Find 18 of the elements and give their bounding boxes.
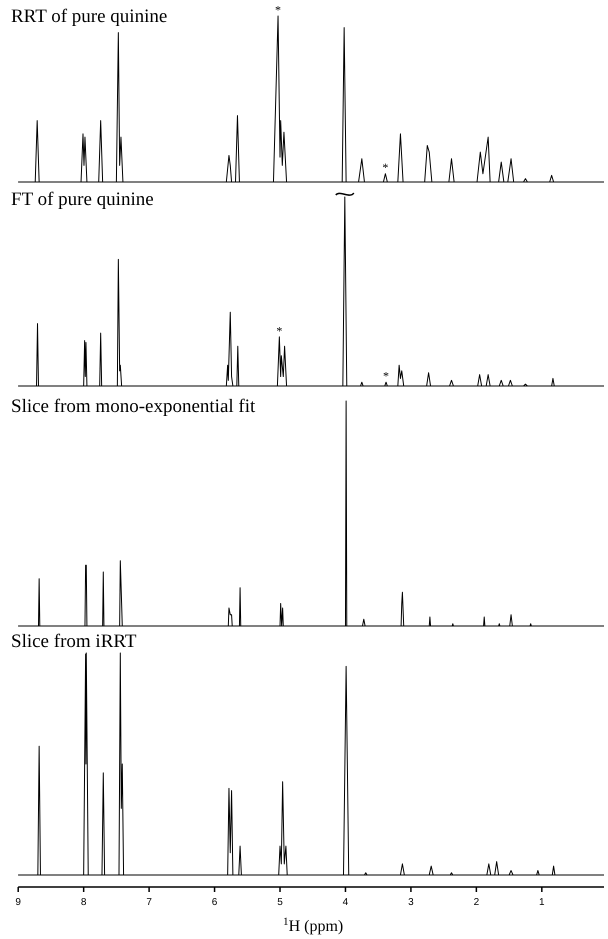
annotation: * (275, 3, 282, 17)
x-axis-title: $^{1}$H (ppm) (282, 916, 344, 935)
annotation: * (276, 324, 282, 338)
x-tick-label: 9 (15, 897, 22, 908)
x-tick-label: 7 (146, 897, 152, 908)
x-tick-label: 8 (80, 897, 87, 908)
x-tick-label: 6 (212, 897, 218, 908)
chart-title: RRT of pure quinine (11, 6, 168, 27)
annotation: * (382, 160, 388, 175)
x-tick-label: 4 (342, 897, 349, 908)
chart-title: Slice from mono-exponential fit (11, 396, 256, 417)
x-tick-label: 5 (277, 897, 284, 908)
x-tick-label: 3 (408, 897, 414, 908)
x-tick-label: 1 (539, 897, 546, 908)
chart-title: Slice from iRRT (11, 631, 137, 652)
annotation: * (383, 369, 390, 384)
x-tick-label: 2 (474, 897, 480, 908)
chart-title: FT of pure quinine (11, 189, 154, 210)
